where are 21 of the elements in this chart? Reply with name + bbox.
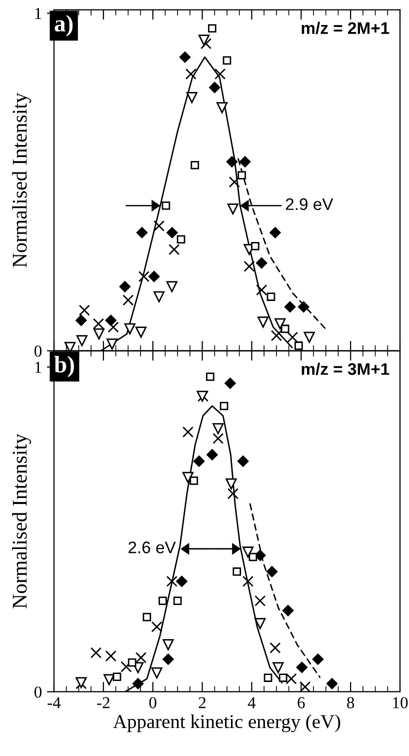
- y-tick-label: 0: [34, 345, 42, 357]
- y-tick-label: 1: [35, 8, 42, 19]
- x-tick-label: -4: [48, 697, 61, 708]
- annotation: a): [54, 14, 73, 36]
- annotation: b): [54, 356, 74, 378]
- annotation: m/z = 3M+1: [302, 362, 390, 376]
- x-tick-label: 8: [347, 697, 354, 708]
- x-axis-title: Apparent kinetic energy (eV): [113, 714, 340, 732]
- x-tick-label: -2: [97, 697, 110, 708]
- x-tick-label: 2: [198, 697, 206, 708]
- annotation: 2.6 eV: [128, 542, 176, 554]
- x-tick-label: 0: [149, 697, 156, 708]
- x-tick-label: 6: [298, 697, 305, 708]
- x-tick-label: 4: [248, 697, 256, 708]
- y-tick-label: 0: [34, 686, 42, 698]
- x-tick-label: 10: [393, 697, 408, 708]
- annotation: 2.9 eV: [286, 198, 334, 210]
- y-axis-title: Normalised Intensity: [12, 92, 32, 268]
- annotation: m/z = 2M+1: [302, 22, 390, 34]
- y-axis-title: Normalised Intensity: [12, 434, 32, 608]
- y-tick-label: 1: [35, 362, 42, 373]
